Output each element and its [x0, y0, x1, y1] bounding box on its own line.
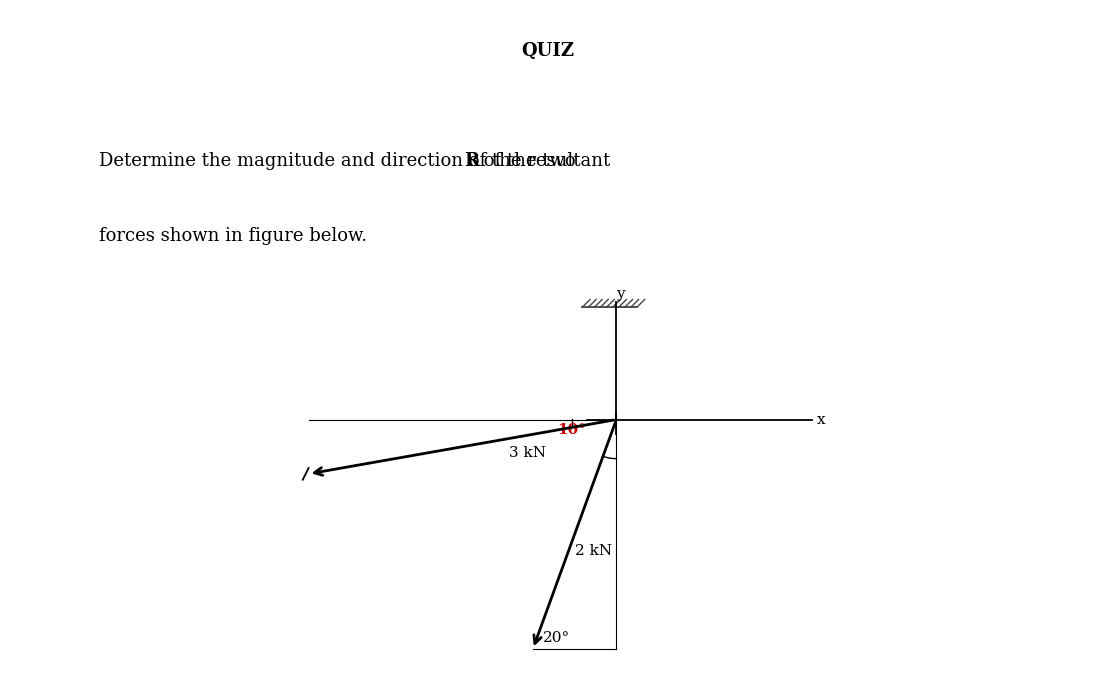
Text: 20°: 20° — [543, 631, 570, 645]
Text: 3 kN: 3 kN — [509, 446, 546, 460]
Text: 10°: 10° — [558, 423, 586, 437]
Text: y: y — [616, 288, 625, 301]
Text: Determine the magnitude and direction of the resultant: Determine the magnitude and direction of… — [99, 152, 616, 170]
Text: QUIZ: QUIZ — [522, 42, 574, 60]
Text: R: R — [464, 152, 479, 170]
Text: 2 kN: 2 kN — [575, 544, 613, 559]
Text: forces shown in figure below.: forces shown in figure below. — [99, 227, 367, 245]
Text: of the two: of the two — [478, 152, 575, 170]
Text: x: x — [817, 412, 825, 427]
